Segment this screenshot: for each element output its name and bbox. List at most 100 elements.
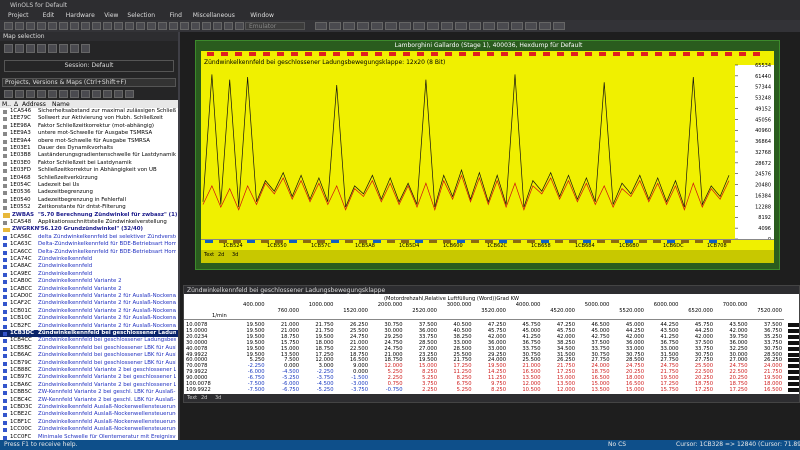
table-cell[interactable]: 36.750 [660, 339, 679, 346]
table-cell[interactable]: 28.500 [418, 339, 437, 346]
table-cell[interactable]: 43.500 [729, 322, 748, 328]
table-cell[interactable]: 19.500 [246, 351, 265, 358]
table-cell[interactable]: 0.750 [387, 381, 403, 387]
table-cell[interactable]: 19.500 [660, 375, 679, 382]
map-row[interactable]: 1E0468 Schließzeitverkürzung [0, 175, 178, 182]
table-cell[interactable]: 24.000 [763, 363, 782, 370]
tool-button[interactable] [103, 22, 112, 30]
map-row[interactable]: 1E0540 Ladezeitbegrenzung in Fehlerfall [0, 197, 178, 204]
tool-button[interactable] [125, 22, 134, 30]
tool-button[interactable] [4, 22, 13, 30]
table-cell[interactable]: 19.500 [246, 345, 265, 352]
map-row[interactable]: 1CBE2C Zündwinkelkennfeld Auslaß-Nockenwe… [0, 411, 178, 418]
table-cell[interactable]: 31.500 [660, 351, 679, 358]
table-cell[interactable]: 15.000 [418, 363, 437, 370]
tool-button[interactable] [191, 22, 200, 30]
tool-button[interactable] [511, 22, 523, 30]
map-row[interactable]: 1EE9A4 obere mot-Schwelle für Ausgabe TSM… [0, 138, 178, 145]
table-cell[interactable]: 12.000 [522, 381, 541, 387]
table-cell[interactable]: 36.000 [625, 339, 644, 346]
table-cell[interactable]: 33.750 [694, 345, 713, 352]
tool-button[interactable] [26, 22, 35, 30]
tool-button[interactable] [158, 22, 167, 30]
tool-button[interactable] [147, 22, 156, 30]
map-row[interactable]: 1CAF2C Zündwinkelkennfeld Variante 2 für … [0, 300, 178, 307]
table-cell[interactable]: 30.750 [591, 351, 610, 358]
table-cell[interactable]: 19.500 [487, 363, 506, 370]
table-cell[interactable]: 30.000 [384, 327, 403, 334]
table-cell[interactable]: 38.250 [556, 339, 575, 346]
table-cell[interactable]: -7.500 [247, 381, 265, 387]
table-cell[interactable]: 3.000 [318, 363, 334, 370]
map-row[interactable]: 1EE98A Faktor Schließzeitkorrektur (mot-a… [0, 123, 178, 130]
map-row[interactable]: 1CA63C Delta-Zündwinkelkennfeld für BDE-B… [0, 241, 178, 248]
map-row[interactable]: 1E054C Ladezeit bei Us [0, 182, 178, 189]
table-cell[interactable]: 25.500 [349, 327, 368, 334]
table-cell[interactable]: 33.000 [453, 339, 472, 346]
table-cell[interactable]: 5.250 [456, 386, 472, 393]
tool-button[interactable] [26, 90, 35, 98]
table-cell[interactable]: 21.000 [522, 363, 541, 370]
table-cell[interactable]: 45.000 [591, 327, 610, 334]
table-cell[interactable]: 41.250 [660, 333, 679, 340]
map-row[interactable]: 1CB2FC Zündwinkelkennfeld Variante 2 für … [0, 323, 178, 330]
table-cell[interactable]: 16.500 [522, 369, 541, 376]
table-cell[interactable]: 36.000 [487, 339, 506, 346]
table-cell[interactable]: 42.000 [694, 333, 713, 340]
table-cell[interactable]: 2.250 [422, 386, 437, 393]
table-cell[interactable]: 20.250 [729, 375, 748, 382]
table-cell[interactable]: 5.250 [422, 375, 437, 382]
map-row[interactable]: 1CAB0C Zündwinkelkennfeld Variante 2 [0, 278, 178, 285]
table-cell[interactable]: 17.250 [694, 386, 713, 393]
table-cell[interactable]: 2.250 [387, 375, 403, 382]
table-cell[interactable]: 18.750 [729, 381, 748, 387]
table-cell[interactable]: 25.500 [522, 357, 541, 364]
table-cell[interactable]: 24.750 [729, 363, 748, 370]
tool-button[interactable] [224, 22, 233, 30]
table-cell[interactable]: 27.000 [729, 357, 748, 364]
map-row[interactable]: 1EE9A3 untere mot-Schwelle für Ausgabe TS… [0, 130, 178, 137]
table-cell[interactable]: 20.250 [625, 369, 644, 376]
tool-button[interactable] [15, 22, 24, 30]
tool-button[interactable] [441, 22, 453, 30]
table-cell[interactable]: 45.750 [694, 322, 713, 328]
table-cell[interactable]: -2.250 [316, 369, 334, 376]
tool-button[interactable] [37, 44, 46, 53]
table-cell[interactable]: 29.250 [384, 333, 403, 340]
table-cell[interactable]: 30.750 [384, 322, 403, 328]
table-cell[interactable]: 42.000 [556, 333, 575, 340]
table-cell[interactable]: 21.000 [280, 322, 299, 328]
table-cell[interactable]: 15.000 [280, 345, 299, 352]
menu-item[interactable]: Hardware [65, 12, 95, 19]
tool-button[interactable] [169, 22, 178, 30]
menu-item[interactable]: Edit [42, 12, 55, 19]
table-cell[interactable]: 21.000 [384, 351, 403, 358]
tool-button[interactable] [125, 90, 134, 98]
table-cell[interactable]: 12.000 [384, 363, 403, 370]
table-cell[interactable]: 28.500 [763, 351, 782, 358]
map-row[interactable]: 1CA548 Applikationsschnittstelle Zündwink… [0, 219, 178, 226]
tool-button[interactable] [59, 22, 68, 30]
table-cell[interactable]: 24.750 [384, 339, 403, 346]
table-cell[interactable]: 21.750 [660, 369, 679, 376]
table-cell[interactable]: 35.250 [763, 333, 782, 340]
table-cell[interactable]: 24.750 [625, 363, 644, 370]
table-cell[interactable]: 25.500 [453, 351, 472, 358]
map-row[interactable]: 1CB88C Zündwinkelkennfeld Variante 2 bei … [0, 367, 178, 374]
table-cell[interactable]: 44.250 [660, 322, 679, 328]
tool-button[interactable] [235, 22, 244, 30]
map-row[interactable]: ZWBAS "5.70 Berechnung Zündwinkel für zwb… [0, 212, 178, 219]
table-cell[interactable]: 18.750 [694, 381, 713, 387]
table-cell[interactable]: 23.250 [418, 351, 437, 358]
table-cell[interactable]: -5.250 [316, 386, 334, 393]
map-row[interactable]: 1CA9EC Zündwinkelkennfeld [0, 271, 178, 278]
tab[interactable]: 2d [218, 252, 225, 258]
table-cell[interactable]: 13.500 [522, 375, 541, 382]
tool-button[interactable] [202, 22, 211, 30]
table-cell[interactable]: 45.750 [487, 327, 506, 334]
map-row[interactable]: 1CBB5C ZW-Kennfeld Variante 2 bei geschl.… [0, 389, 178, 396]
table-cell[interactable]: 17.250 [660, 381, 679, 387]
table-cell[interactable]: 0.000 [353, 369, 368, 376]
table-cell[interactable]: 14.250 [487, 369, 506, 376]
tab[interactable]: Text [204, 252, 215, 258]
